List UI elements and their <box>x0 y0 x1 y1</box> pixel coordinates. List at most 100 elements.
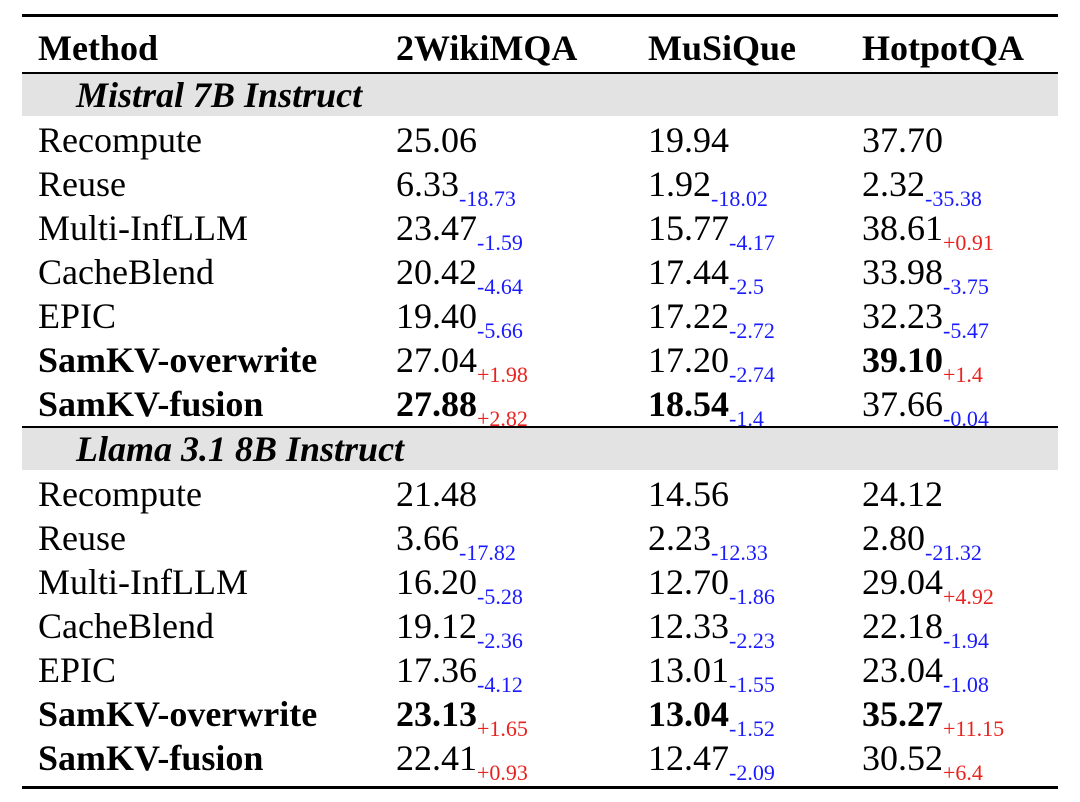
score-cell: 27.04+1.98 <box>396 338 528 387</box>
score-cell: 1.92-18.02 <box>648 162 768 211</box>
method-name: Reuse <box>38 164 126 204</box>
score-delta: -5.66 <box>477 318 523 343</box>
method-name: Multi-InfLLM <box>38 562 248 602</box>
score-value: 21.48 <box>396 474 477 514</box>
score-value: 32.23 <box>862 296 943 336</box>
score-cell: 22.41+0.93 <box>396 736 528 785</box>
section-band <box>22 74 1058 116</box>
column-header: HotpotQA <box>862 28 1024 68</box>
score-value: 27.04 <box>396 340 477 380</box>
score-value: 17.20 <box>648 340 729 380</box>
score-value: 2.32 <box>862 164 925 204</box>
score-value: 13.04 <box>648 694 729 734</box>
score-value: 16.20 <box>396 562 477 602</box>
score-delta: -1.52 <box>729 716 775 741</box>
method-name: SamKV-overwrite <box>38 694 318 734</box>
score-value: 15.77 <box>648 208 729 248</box>
score-value: 19.40 <box>396 296 477 336</box>
score-cell: 17.20-2.74 <box>648 338 775 387</box>
score-cell: 27.88+2.82 <box>396 382 528 431</box>
method-name: EPIC <box>38 296 117 336</box>
column-header: 2WikiMQA <box>396 28 578 68</box>
method-name: EPIC <box>38 650 117 690</box>
score-delta: -5.47 <box>943 318 989 343</box>
score-cell: 13.01-1.55 <box>648 648 775 697</box>
score-cell: 23.47-1.59 <box>396 206 523 255</box>
method-name: Recompute <box>38 120 202 160</box>
header-rule <box>22 72 1058 74</box>
score-cell: 2.80-21.32 <box>862 516 982 565</box>
score-delta: +0.93 <box>477 760 528 785</box>
score-cell: 6.33-18.73 <box>396 162 516 211</box>
score-value: 1.92 <box>648 164 711 204</box>
score-cell: 2.32-35.38 <box>862 162 982 211</box>
score-delta: -1.08 <box>943 672 989 697</box>
score-value: 30.52 <box>862 738 943 778</box>
score-value: 6.33 <box>396 164 459 204</box>
score-cell: 2.23-12.33 <box>648 516 768 565</box>
score-value: 12.33 <box>648 606 729 646</box>
score-delta: +4.92 <box>943 584 994 609</box>
score-value: 35.27 <box>862 694 943 734</box>
score-cell: 22.18-1.94 <box>862 604 989 653</box>
score-delta: -5.28 <box>477 584 523 609</box>
score-delta: -1.94 <box>943 628 989 653</box>
score-value: 29.04 <box>862 562 943 602</box>
section-title: Mistral 7B Instruct <box>76 75 363 115</box>
score-value: 37.66 <box>862 384 943 424</box>
score-value: 3.66 <box>396 518 459 558</box>
score-cell: 19.12-2.36 <box>396 604 523 653</box>
score-cell: 39.10+1.4 <box>862 338 983 387</box>
score-value: 38.61 <box>862 208 943 248</box>
score-delta: -18.02 <box>711 186 768 211</box>
score-cell: 14.56 <box>648 472 729 516</box>
score-delta: +0.91 <box>943 230 994 255</box>
score-cell: 35.27+11.15 <box>862 692 1004 741</box>
score-cell: 30.52+6.4 <box>862 736 983 785</box>
score-cell: 20.42-4.64 <box>396 250 523 299</box>
method-name: SamKV-fusion <box>38 738 264 778</box>
score-delta: -12.33 <box>711 540 768 565</box>
score-delta: -2.36 <box>477 628 523 653</box>
score-cell: 23.04-1.08 <box>862 648 989 697</box>
score-cell: 38.61+0.91 <box>862 206 994 255</box>
score-value: 17.44 <box>648 252 729 292</box>
score-value: 14.56 <box>648 474 729 514</box>
method-name: CacheBlend <box>38 252 214 292</box>
score-delta: -35.38 <box>925 186 982 211</box>
score-value: 24.12 <box>862 474 943 514</box>
score-cell: 32.23-5.47 <box>862 294 989 343</box>
score-delta: -2.74 <box>729 362 775 387</box>
score-value: 23.04 <box>862 650 943 690</box>
method-name: Reuse <box>38 518 126 558</box>
section-rule <box>22 426 1058 428</box>
score-value: 19.94 <box>648 120 729 160</box>
section-title: Llama 3.1 8B Instruct <box>76 429 405 469</box>
score-delta: -1.59 <box>477 230 523 255</box>
score-delta: -18.73 <box>459 186 516 211</box>
score-value: 2.80 <box>862 518 925 558</box>
score-delta: +6.4 <box>943 760 983 785</box>
score-delta: -2.72 <box>729 318 775 343</box>
score-value: 17.36 <box>396 650 477 690</box>
method-name: SamKV-fusion <box>38 384 264 424</box>
score-value: 33.98 <box>862 252 943 292</box>
score-delta: -17.82 <box>459 540 516 565</box>
top-rule <box>22 14 1058 17</box>
score-cell: 23.13+1.65 <box>396 692 528 741</box>
score-delta: -1.55 <box>729 672 775 697</box>
score-cell: 18.54-1.4 <box>648 382 764 431</box>
score-delta: -4.17 <box>729 230 775 255</box>
method-name: SamKV-overwrite <box>38 340 318 380</box>
score-value: 20.42 <box>396 252 477 292</box>
score-cell: 17.36-4.12 <box>396 648 523 697</box>
score-delta: -1.86 <box>729 584 775 609</box>
score-cell: 24.12 <box>862 472 943 516</box>
score-value: 37.70 <box>862 120 943 160</box>
score-cell: 33.98-3.75 <box>862 250 989 299</box>
score-cell: 37.66-0.04 <box>862 382 989 431</box>
score-value: 25.06 <box>396 120 477 160</box>
section-band <box>22 428 1058 470</box>
score-value: 19.12 <box>396 606 477 646</box>
score-delta: -4.12 <box>477 672 523 697</box>
